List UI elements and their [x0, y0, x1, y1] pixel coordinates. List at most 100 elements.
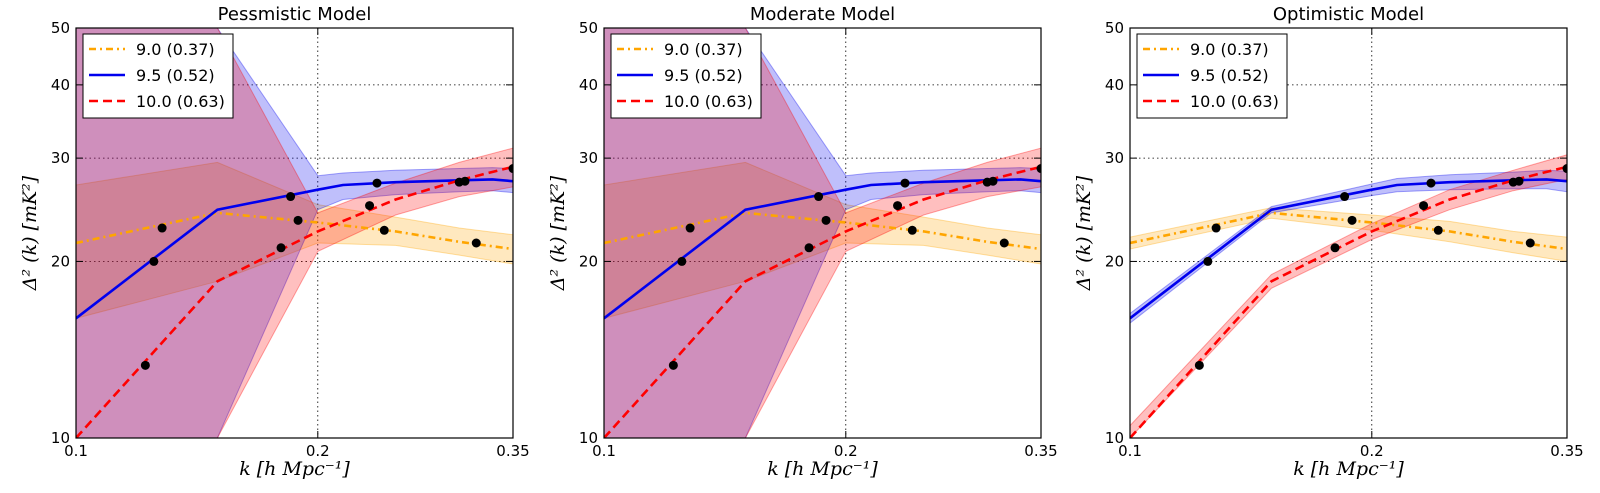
- data-point: [1562, 164, 1567, 174]
- legend-label-3: 10.0 (0.63): [1190, 92, 1279, 111]
- series-line-2: [604, 178, 1041, 320]
- x-tick-label: 0.1: [1118, 442, 1142, 460]
- data-point: [293, 215, 303, 225]
- legend-label-1: 9.0 (0.37): [136, 40, 215, 59]
- data-point: [149, 256, 159, 266]
- legend: 9.0 (0.37) 9.5 (0.52) 10.0 (0.63): [82, 33, 234, 119]
- data-point: [999, 238, 1009, 248]
- uncertainty-band-3: [76, 28, 513, 438]
- series-line-3: [1130, 165, 1567, 438]
- y-tick-label: 40: [51, 76, 70, 94]
- x-tick-label: 0.1: [592, 442, 616, 460]
- data-point: [677, 256, 687, 266]
- y-axis-label: Δ² (k) [mK²]: [1073, 175, 1095, 291]
- uncertainty-band-2: [604, 28, 1041, 438]
- data-point: [1203, 256, 1213, 266]
- series-line-1: [76, 211, 513, 251]
- series-line-2: [76, 178, 513, 320]
- chart-panel-2: 0.1 0.2 0.35 10 20 30 40 50 Moderate Model k [h M…: [547, 4, 1058, 480]
- y-tick-label: 30: [1105, 149, 1124, 167]
- data-point: [1194, 360, 1204, 370]
- axes-frame: [1129, 27, 1568, 439]
- data-point: [460, 176, 470, 186]
- chart-panel-3: 0.1 0.2 0.35 10 20 30 40 50 Optimistic Model k [h…: [1073, 4, 1584, 480]
- data-point: [685, 223, 695, 233]
- legend-label-3: 10.0 (0.63): [664, 92, 753, 111]
- legend-label-2: 9.5 (0.52): [136, 66, 215, 85]
- data-point: [1514, 176, 1524, 186]
- y-tick-label: 30: [51, 149, 70, 167]
- legend: 9.0 (0.37) 9.5 (0.52) 10.0 (0.63): [610, 33, 762, 119]
- data-point: [900, 178, 910, 188]
- uncertainty-band-1: [1130, 207, 1567, 262]
- data-point: [1419, 201, 1429, 211]
- y-tick-label: 10: [1105, 429, 1124, 447]
- series-line-1: [604, 211, 1041, 251]
- legend-label-1: 9.0 (0.37): [1190, 40, 1269, 59]
- x-axis-label: k [h Mpc⁻¹]: [1293, 458, 1404, 480]
- data-point: [1426, 178, 1436, 188]
- axes-frame: [603, 27, 1042, 439]
- uncertainty-band-3: [604, 28, 1041, 438]
- y-axis-label: Δ² (k) [mK²]: [19, 175, 41, 291]
- axes-frame: [75, 27, 514, 439]
- x-tick-label: 0.2: [834, 442, 858, 460]
- series-line-2: [1130, 178, 1567, 320]
- data-point: [276, 243, 286, 253]
- y-axis-label: Δ² (k) [mK²]: [547, 175, 569, 291]
- x-tick-label: 0.35: [496, 442, 529, 460]
- data-point: [286, 192, 296, 202]
- y-tick-label: 50: [579, 19, 598, 37]
- data-point: [821, 215, 831, 225]
- uncertainty-band-2: [1130, 169, 1567, 324]
- chart-panel-1: 0.1 0.2 0.35 10 20 30 40 50 Pessmistic Model k [h…: [19, 4, 530, 480]
- x-tick-label: 0.2: [1360, 442, 1384, 460]
- legend-label-2: 9.5 (0.52): [1190, 66, 1269, 85]
- data-point: [1433, 225, 1443, 235]
- x-tick-label: 0.35: [1550, 442, 1583, 460]
- data-point: [471, 238, 481, 248]
- uncertainty-band-3: [1130, 154, 1567, 438]
- data-point: [1525, 238, 1535, 248]
- data-point: [157, 223, 167, 233]
- y-tick-label: 40: [579, 76, 598, 94]
- data-point: [814, 192, 824, 202]
- legend-label-2: 9.5 (0.52): [664, 66, 743, 85]
- data-point: [379, 225, 389, 235]
- data-point: [804, 243, 814, 253]
- chart-title: Optimistic Model: [1273, 4, 1424, 25]
- uncertainty-band-2: [76, 28, 513, 438]
- data-point: [893, 201, 903, 211]
- x-axis-label: k [h Mpc⁻¹]: [767, 458, 878, 480]
- legend-label-3: 10.0 (0.63): [136, 92, 225, 111]
- legend-label-1: 9.0 (0.37): [664, 40, 743, 59]
- y-tick-label: 20: [579, 252, 598, 270]
- x-tick-label: 0.2: [306, 442, 330, 460]
- y-tick-label: 10: [51, 429, 70, 447]
- data-point: [508, 164, 513, 174]
- data-point: [372, 178, 382, 188]
- chart-title: Moderate Model: [750, 4, 895, 25]
- data-point: [907, 225, 917, 235]
- series-line-1: [1130, 211, 1567, 251]
- y-tick-label: 40: [1105, 76, 1124, 94]
- plot-area: [1130, 28, 1567, 438]
- data-point: [140, 360, 150, 370]
- y-tick-label: 50: [1105, 19, 1124, 37]
- y-tick-label: 30: [579, 149, 598, 167]
- y-tick-label: 20: [51, 252, 70, 270]
- data-point: [1340, 192, 1350, 202]
- data-point: [668, 360, 678, 370]
- x-tick-label: 0.1: [64, 442, 88, 460]
- data-point: [1036, 164, 1041, 174]
- y-tick-label: 20: [1105, 252, 1124, 270]
- data-point: [988, 176, 998, 186]
- data-point: [1211, 223, 1221, 233]
- data-point: [1347, 215, 1357, 225]
- y-tick-label: 10: [579, 429, 598, 447]
- legend: 9.0 (0.37) 9.5 (0.52) 10.0 (0.63): [1136, 33, 1288, 119]
- data-point: [1330, 243, 1340, 253]
- plot-area: [76, 28, 513, 438]
- plot-area: [604, 28, 1041, 438]
